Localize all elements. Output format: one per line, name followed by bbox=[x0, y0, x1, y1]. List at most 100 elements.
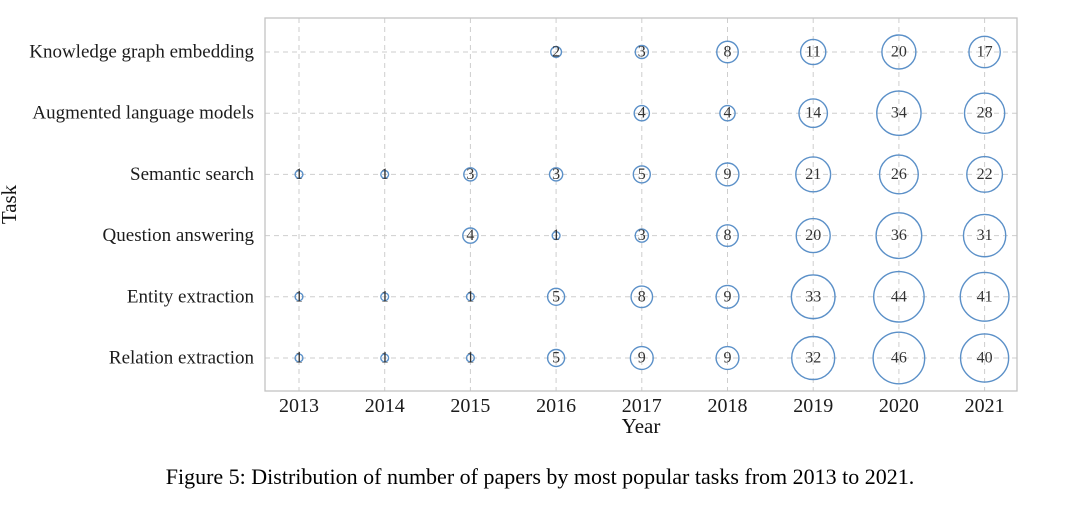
bubble-value: 20 bbox=[805, 227, 821, 244]
bubble bbox=[294, 169, 304, 180]
bubble-value: 5 bbox=[552, 350, 560, 367]
plot-border bbox=[264, 17, 1018, 392]
bubble-value: 14 bbox=[805, 105, 821, 122]
bubble bbox=[380, 292, 390, 302]
bubble-value: 9 bbox=[638, 350, 646, 367]
bubble-chart: 2 3 8 11 20 174 4 14 34 281 1 3 3 5 9 21 26 224 1 3 8 20 36 311… bbox=[0, 17, 1018, 438]
bubble bbox=[798, 98, 829, 129]
bubble bbox=[791, 335, 836, 381]
bubble bbox=[465, 353, 476, 363]
bubble bbox=[968, 35, 1001, 69]
y-axis-title: Task bbox=[0, 184, 21, 224]
bubble bbox=[715, 345, 740, 371]
bubble bbox=[959, 333, 1010, 383]
bubble bbox=[716, 224, 739, 248]
bubble-value: 17 bbox=[977, 44, 993, 61]
bubble bbox=[462, 227, 479, 244]
bubble-value: 8 bbox=[724, 44, 732, 61]
bubble bbox=[878, 154, 919, 195]
x-axis-title: Year bbox=[622, 414, 661, 438]
bubble bbox=[962, 213, 1007, 258]
bubble bbox=[294, 353, 304, 363]
bubble bbox=[548, 167, 564, 182]
bubble-value: 1 bbox=[381, 288, 389, 305]
bubble bbox=[959, 271, 1010, 322]
bubble bbox=[380, 169, 390, 180]
y-tick-label: Entity extraction bbox=[127, 286, 255, 307]
bubble bbox=[719, 104, 736, 122]
bubble-value: 1 bbox=[552, 227, 560, 244]
bubble-value: 32 bbox=[805, 350, 821, 367]
x-tick-label: 2020 bbox=[879, 395, 919, 417]
bubble-value: 1 bbox=[381, 350, 389, 367]
bubble bbox=[716, 40, 739, 64]
y-tick-label: Semantic search bbox=[130, 164, 254, 185]
bubble bbox=[872, 270, 925, 323]
bubble-value: 3 bbox=[638, 227, 646, 244]
bubble bbox=[465, 292, 476, 302]
bubble bbox=[966, 155, 1004, 193]
bubble-value: 1 bbox=[466, 288, 474, 305]
bubble-value: 36 bbox=[891, 227, 907, 244]
bubble bbox=[463, 167, 478, 182]
bubble-value: 1 bbox=[295, 288, 303, 305]
bubble bbox=[294, 292, 304, 302]
bubble-value: 4 bbox=[638, 105, 646, 122]
bubble bbox=[630, 285, 654, 309]
bubble bbox=[790, 274, 836, 320]
x-tick-label: 2019 bbox=[793, 395, 833, 417]
bubble-value: 33 bbox=[805, 288, 821, 305]
bubble-value: 22 bbox=[977, 166, 993, 183]
x-tick-label: 2017 bbox=[622, 395, 662, 417]
bubble bbox=[634, 228, 650, 243]
bubble-value: 9 bbox=[724, 288, 732, 305]
bubble bbox=[634, 44, 650, 60]
bubble bbox=[881, 34, 917, 70]
y-tick-label: Augmented language models bbox=[32, 103, 254, 124]
bubble bbox=[546, 287, 566, 306]
bubble-value: 8 bbox=[638, 288, 646, 305]
x-tick-label: 2021 bbox=[965, 395, 1005, 417]
bubble-value: 41 bbox=[977, 288, 993, 305]
figure-caption: Figure 5: Distribution of number of pape… bbox=[165, 464, 915, 489]
bubble-value: 9 bbox=[724, 350, 732, 367]
x-tick-label: 2013 bbox=[279, 395, 319, 417]
bubble-value: 21 bbox=[805, 166, 821, 183]
bubble-value: 3 bbox=[466, 166, 474, 183]
bubble-value: 11 bbox=[805, 44, 820, 61]
bubble bbox=[876, 90, 922, 137]
bubble-value: 1 bbox=[295, 350, 303, 367]
bubble-value: 28 bbox=[977, 105, 993, 122]
bubble-value: 20 bbox=[891, 44, 907, 61]
bubble-value: 34 bbox=[891, 105, 907, 122]
bubble-value: 5 bbox=[552, 288, 560, 305]
bubble-value: 2 bbox=[552, 44, 560, 61]
bubble bbox=[715, 162, 740, 187]
bubble bbox=[715, 284, 740, 309]
bubble bbox=[550, 45, 563, 59]
x-tick-label: 2018 bbox=[708, 395, 748, 417]
bubble-value: 1 bbox=[295, 166, 303, 183]
bubble bbox=[380, 353, 390, 363]
bubble bbox=[629, 345, 654, 371]
bubble-value: 40 bbox=[977, 350, 993, 367]
bubble-value: 1 bbox=[466, 350, 474, 367]
bubble bbox=[875, 212, 923, 260]
bubble-value: 31 bbox=[977, 227, 993, 244]
bubble bbox=[963, 92, 1006, 135]
x-tick-label: 2015 bbox=[450, 395, 490, 417]
bubble bbox=[795, 156, 832, 193]
bubble-value: 9 bbox=[724, 166, 732, 183]
bubble-value: 46 bbox=[891, 350, 907, 367]
bubble-value: 3 bbox=[638, 44, 646, 61]
bubble bbox=[633, 104, 651, 122]
bubble-value: 8 bbox=[724, 227, 732, 244]
bubble-value: 4 bbox=[724, 105, 732, 122]
bubble-value: 26 bbox=[891, 166, 907, 183]
bubble bbox=[799, 38, 827, 66]
bubble bbox=[795, 217, 831, 254]
y-tick-label: Relation extraction bbox=[109, 348, 255, 369]
x-tick-label: 2014 bbox=[365, 395, 405, 417]
bubble bbox=[551, 231, 561, 241]
bubble-value: 3 bbox=[552, 166, 560, 183]
